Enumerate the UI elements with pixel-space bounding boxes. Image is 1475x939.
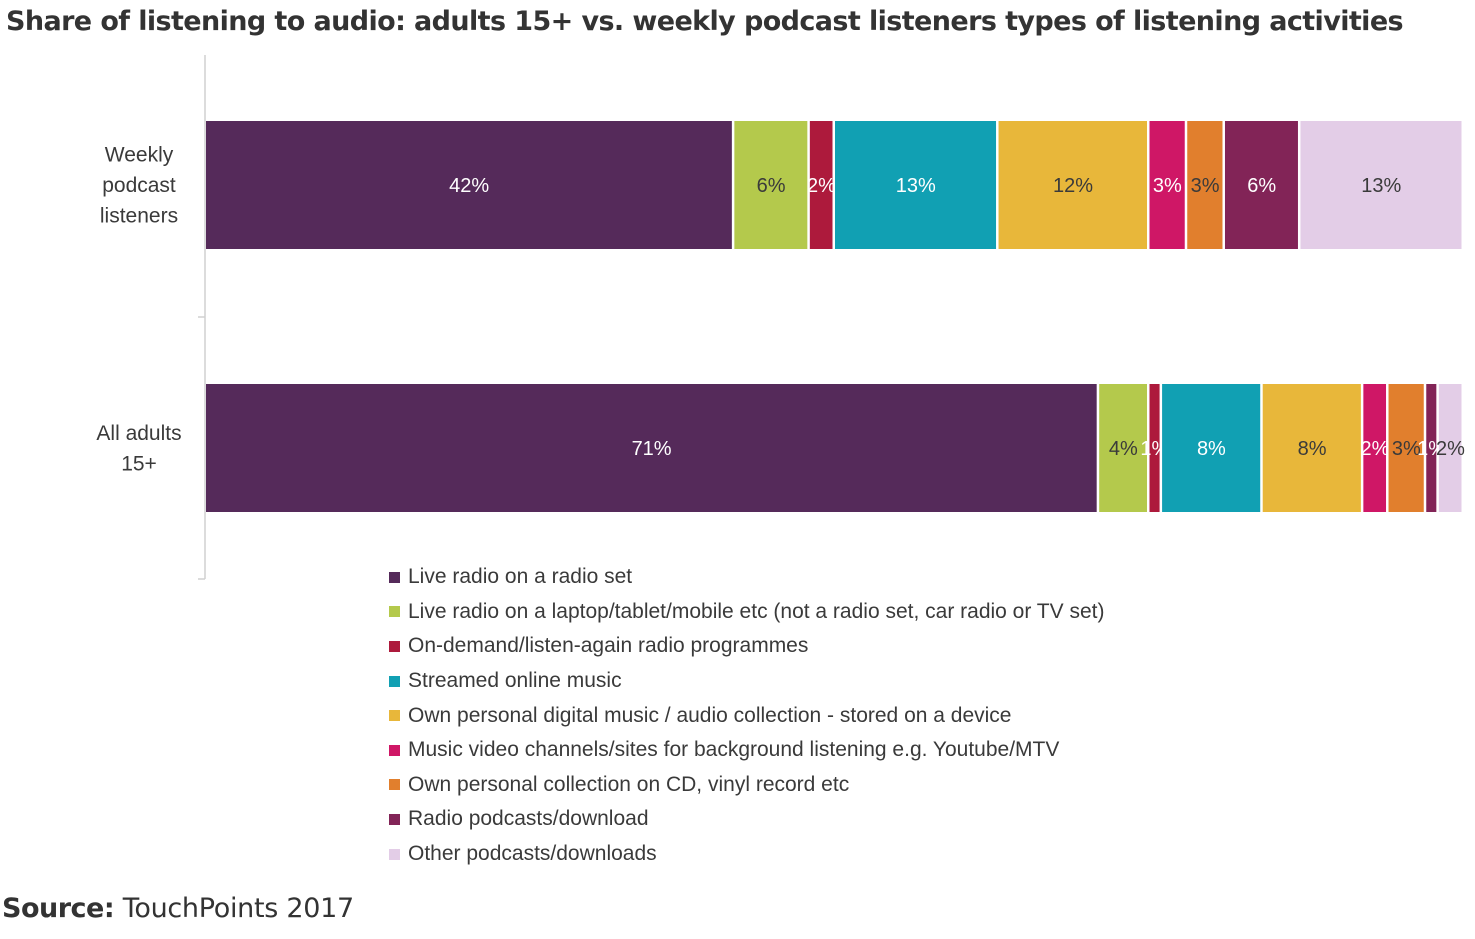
legend-swatch [389, 744, 400, 756]
data-label: 6% [757, 175, 786, 197]
category-labels-group: Weekly podcast listeners All adults 15+ [96, 144, 181, 476]
data-label: 8% [1197, 438, 1226, 460]
legend-item-streamed-online-music: Streamed online music [389, 664, 1105, 699]
bar-segment-all-adults-15-on-demand-listen-again-radio-programmes [1149, 384, 1160, 512]
bar-segment-all-adults-15-live-radio-on-a-laptop-tablet-mobile-etc-not-a-radio-set-car-radio-or-tv-set [1099, 384, 1147, 512]
legend-swatch [389, 606, 400, 618]
data-label: 13% [1361, 175, 1401, 197]
bars-group: 42% 6% 2% 13% 12% 3% 3% 6% 13%71% 4% 1% 8% 8% 2% 3%1%2… [206, 121, 1465, 512]
bar-segment-all-adults-15-own-personal-collection-on-cd-vinyl-record-etc [1388, 384, 1424, 512]
bar-segment-all-adults-15-own-personal-digital-music-audio-collection-stored-on-a-device [1262, 384, 1361, 512]
source-text: TouchPoints 2017 [122, 893, 354, 924]
bar-segment-all-adults-15-music-video-channels-sites-for-background-listening-e-g-youtube-mtv [1363, 384, 1387, 512]
data-label: 3% [1191, 175, 1220, 197]
data-label: 6% [1247, 175, 1276, 197]
source-note: Source: TouchPoints 2017 [2, 893, 354, 924]
bar-segment-weekly-podcast-listeners-live-radio-on-a-radio-set [206, 121, 732, 249]
legend-swatch [389, 848, 400, 860]
data-label: 3% [1392, 438, 1421, 460]
data-label: 13% [896, 175, 936, 197]
legend-label: On-demand/listen-again radio programmes [408, 634, 809, 658]
category-label-line: Weekly [105, 144, 174, 167]
legend-label: Own personal digital music / audio colle… [408, 703, 1012, 727]
category-label-weekly-podcast-listeners: Weekly podcast listeners [100, 144, 178, 228]
bar-segment-weekly-podcast-listeners-live-radio-on-a-laptop-tablet-mobile-etc-not-a-radio-set-car-radio-or-tv-set [734, 121, 808, 249]
legend-item-own-personal-collection-on-cd-vinyl-record-etc: Own personal collection on CD, vinyl rec… [389, 768, 1105, 803]
bar-segment-weekly-podcast-listeners-on-demand-listen-again-radio-programmes [809, 121, 833, 249]
data-label: 12% [1053, 175, 1093, 197]
legend-swatch [389, 640, 400, 652]
legend-item-own-personal-digital-music-audio-collection-stored-on-a-device: Own personal digital music / audio colle… [389, 698, 1105, 733]
bar-segment-weekly-podcast-listeners-music-video-channels-sites-for-background-listening-e-g-youtube-mtv [1149, 121, 1185, 249]
bar-segment-all-adults-15-streamed-online-music [1162, 384, 1261, 512]
category-label-line: podcast [102, 174, 176, 197]
legend-label: Own personal collection on CD, vinyl rec… [408, 772, 850, 796]
legend-item-radio-podcasts-download: Radio podcasts/download [389, 802, 1105, 837]
legend-swatch [389, 710, 400, 722]
legend-label: Music video channels/sites for backgroun… [408, 738, 1060, 762]
legend-swatch [389, 571, 400, 583]
legend-swatch [389, 813, 400, 825]
data-label: 2% [1436, 438, 1465, 460]
legend-item-other-podcasts-downloads: Other podcasts/downloads [389, 837, 1105, 872]
legend-item-music-video-channels-sites-for-background-listening-e-g-youtube-mtv: Music video channels/sites for backgroun… [389, 733, 1105, 768]
data-label: 3% [1153, 175, 1182, 197]
legend-label: Radio podcasts/download [408, 807, 649, 831]
legend-label: Streamed online music [408, 669, 622, 693]
bar-segment-weekly-podcast-listeners-own-personal-collection-on-cd-vinyl-record-etc [1187, 121, 1223, 249]
stacked-bar-chart: 42% 6% 2% 13% 12% 3% 3% 6% 13%71% 4% 1% 8% 8% 2% 3%1%2… [96, 55, 1465, 580]
legend-item-live-radio-on-a-radio-set: Live radio on a radio set [389, 560, 1105, 595]
data-label: 2% [1360, 438, 1389, 460]
data-label: 4% [1109, 438, 1138, 460]
bar-segment-all-adults-15-live-radio-on-a-radio-set [206, 384, 1097, 512]
bar-segment-weekly-podcast-listeners-streamed-online-music [835, 121, 997, 249]
data-label: 2% [807, 175, 836, 197]
chart-legend: Live radio on a radio set Live radio on a… [389, 560, 1105, 871]
bar-segment-weekly-podcast-listeners-own-personal-digital-music-audio-collection-stored-on-a-device [998, 121, 1147, 249]
bar-segment-weekly-podcast-listeners-radio-podcasts-download [1224, 121, 1298, 249]
chart-title: Share of listening to audio: adults 15+ … [6, 6, 1404, 37]
bar-segment-all-adults-15-radio-podcasts-download [1426, 384, 1437, 512]
legend-item-on-demand-listen-again-radio-programmes: On-demand/listen-again radio programmes [389, 629, 1105, 664]
legend-label: Live radio on a radio set [408, 565, 633, 589]
legend-label: Live radio on a laptop/tablet/mobile etc… [408, 599, 1105, 623]
legend-swatch [389, 675, 400, 687]
category-label-all-adults-15: All adults 15+ [96, 422, 181, 476]
bar-segment-all-adults-15-other-podcasts-downloads [1438, 384, 1462, 512]
bar-segment-weekly-podcast-listeners-other-podcasts-downloads [1300, 121, 1462, 249]
legend-label: Other podcasts/downloads [408, 842, 657, 866]
category-label-line: All adults [96, 422, 181, 445]
data-label: 71% [632, 438, 672, 460]
category-label-line: 15+ [121, 452, 157, 475]
source-label: Source: [2, 893, 115, 924]
legend-swatch [389, 779, 400, 791]
legend-item-live-radio-on-a-laptop-tablet-mobile-etc-not-a-radio-set-car-radio-or-tv-set: Live radio on a laptop/tablet/mobile etc… [389, 595, 1105, 630]
category-label-line: listeners [100, 205, 178, 228]
data-label: 42% [449, 175, 489, 197]
data-label: 8% [1298, 438, 1327, 460]
